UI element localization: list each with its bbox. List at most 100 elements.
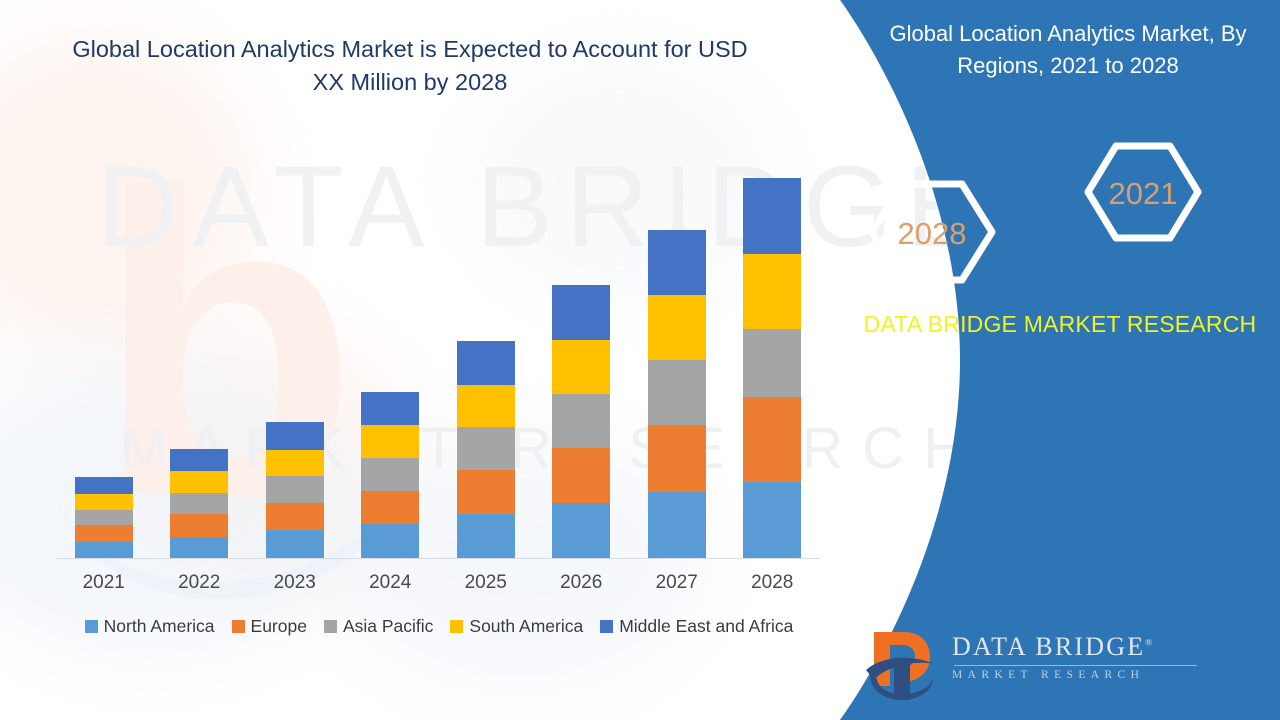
bar-column-2024: [343, 150, 439, 558]
legend-item[interactable]: North America: [84, 616, 215, 637]
hexagon-2028-label: 2028: [898, 216, 967, 251]
bar-segment: [456, 514, 515, 558]
x-axis-label-2028: 2028: [751, 572, 794, 593]
bar-segment: [170, 536, 229, 558]
stacked-bar: [552, 284, 611, 558]
x-axis-labels: 2021 2022 2023 2024 2025 2026 2027 2028: [56, 572, 820, 594]
bar-segment: [74, 525, 133, 542]
stacked-bar: [456, 340, 515, 558]
stacked-bar: [361, 391, 420, 558]
hexagon-2021-outline: [1084, 142, 1202, 242]
bar-segment: [647, 360, 706, 426]
legend-label: North America: [103, 616, 215, 636]
bar-segment: [456, 340, 515, 385]
x-axis-line: [56, 558, 820, 559]
right-panel: Global Location Analytics Market, By Reg…: [840, 0, 1280, 720]
bar-segment: [647, 294, 706, 361]
legend-label: South America: [469, 616, 584, 636]
bar-segment: [552, 502, 611, 558]
bar-segment: [456, 427, 515, 471]
bar-segment: [265, 502, 324, 531]
legend-swatch-icon: [600, 620, 614, 633]
bar-segment: [552, 393, 611, 448]
bar-segment: [647, 229, 706, 295]
bar-segment: [743, 177, 802, 255]
logo-trademark: ®: [1145, 637, 1153, 648]
stacked-bar: [265, 422, 324, 558]
bar-segment: [265, 422, 324, 450]
stacked-bar: [170, 448, 229, 558]
bar-segment: [265, 449, 324, 477]
bar-segment: [743, 396, 802, 482]
bar-segment: [74, 477, 133, 494]
x-axis-label-2023: 2023: [273, 572, 316, 593]
x-axis-label-2021: 2021: [82, 572, 125, 593]
bar-segment: [361, 425, 420, 459]
legend-item[interactable]: Asia Pacific: [323, 616, 434, 637]
hexagon-2028-outline: [868, 180, 996, 284]
bar-segment: [743, 481, 802, 558]
legend-label: Middle East and Africa: [619, 616, 794, 636]
bar-segment: [456, 470, 515, 515]
legend-swatch-icon: [450, 620, 464, 633]
bar-column-2025: [438, 150, 534, 558]
legend-label: Asia Pacific: [342, 616, 434, 636]
chart-legend: North America Europe Asia Pacific South Ame…: [56, 616, 822, 637]
bar-segment: [552, 284, 611, 340]
legend-item[interactable]: Europe: [231, 616, 307, 637]
legend-swatch-icon: [231, 620, 245, 633]
bar-segment: [265, 530, 324, 558]
legend-swatch-icon: [323, 620, 337, 633]
dbmr-logo: DATA BRIDGE® MARKET RESEARCH: [860, 618, 1260, 710]
x-axis-label-2027: 2027: [655, 572, 698, 593]
x-axis-label-2025: 2025: [464, 572, 507, 593]
hexagon-badges: 2021 2028: [850, 130, 1270, 300]
bar-segment: [743, 328, 802, 397]
logo-divider: [954, 665, 1197, 666]
x-axis-label-2022: 2022: [178, 572, 221, 593]
panel-title: Global Location Analytics Market, By Reg…: [889, 21, 1247, 78]
bar-column-2022: [152, 150, 248, 558]
legend-swatch-icon: [84, 620, 98, 633]
bar-segment: [552, 339, 611, 394]
legend-item[interactable]: South America: [450, 616, 583, 637]
logo-sub-text: MARKET RESEARCH: [952, 669, 1145, 681]
bar-column-2028: [725, 150, 821, 558]
bar-segment: [74, 510, 133, 526]
bar-column-2027: [629, 150, 725, 558]
bar-segment: [170, 492, 229, 515]
bar-segment: [265, 476, 324, 503]
panel-background-shape: [840, 0, 1280, 720]
bar-column-2021: [56, 150, 152, 558]
hexagon-2021-label: 2021: [1109, 176, 1178, 211]
x-axis-label-2026: 2026: [560, 572, 603, 593]
dbmr-logo-mark: [866, 632, 934, 700]
stacked-bar: [647, 229, 706, 558]
bar-segment: [361, 490, 420, 525]
bar-segment: [552, 447, 611, 503]
bar-segment: [361, 458, 420, 491]
bar-segment: [456, 384, 515, 428]
bar-segment: [170, 448, 229, 472]
chart-title: Global Location Analytics Market is Expe…: [72, 36, 748, 96]
brand-text: DATA BRIDGE MARKET RESEARCH: [863, 311, 1257, 337]
background-blob-peach: [0, 30, 260, 360]
bar-segment: [74, 493, 133, 511]
background-blob-grey: [470, 60, 770, 300]
bar-segment: [170, 471, 229, 493]
bar-segment: [647, 491, 706, 558]
bar-segment: [74, 541, 133, 558]
legend-item[interactable]: Middle East and Africa: [600, 616, 793, 637]
bar-segment: [361, 524, 420, 558]
stacked-bar: [743, 177, 802, 558]
stacked-bar: [74, 477, 133, 558]
bar-column-2026: [534, 150, 630, 558]
bar-segment: [170, 514, 229, 537]
bar-segment: [743, 254, 802, 329]
x-axis-label-2024: 2024: [369, 572, 412, 593]
logo-main-text: DATA BRIDGE: [952, 632, 1146, 661]
bar-segment: [647, 425, 706, 492]
stacked-bar-chart: [56, 150, 820, 558]
bar-column-2023: [247, 150, 343, 558]
